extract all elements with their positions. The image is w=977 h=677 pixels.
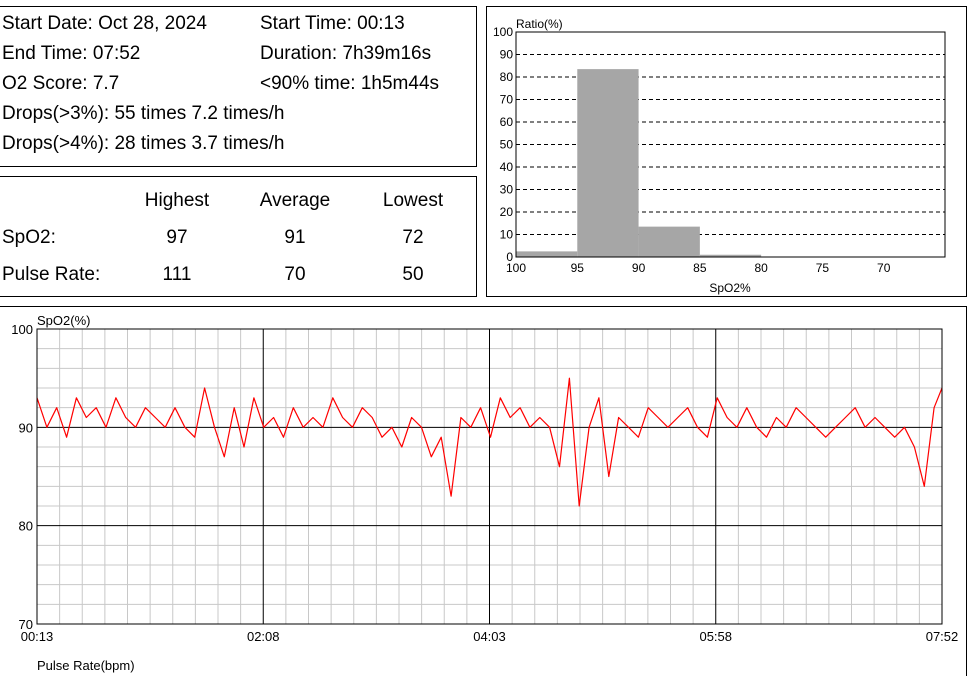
hist-x-tick: 80 bbox=[754, 261, 768, 275]
hist-y-tick: 10 bbox=[500, 228, 514, 242]
pulse-rate-label: Pulse Rate(bpm) bbox=[37, 658, 135, 673]
trend-y-tick: 100 bbox=[11, 322, 33, 337]
trend-x-tick: 07:52 bbox=[926, 629, 959, 644]
hist-x-label: SpO2% bbox=[709, 281, 751, 295]
row-spo2-label: SpO2: bbox=[2, 227, 56, 248]
header-lowest: Lowest bbox=[382, 190, 444, 211]
hist-y-tick: 0 bbox=[506, 250, 513, 264]
trend-y-tick: 70 bbox=[19, 617, 33, 632]
histogram-panel: 100 90 80 70 60 50 40 30 20 10 0 100 95 90 85 80 75 70 Rat… bbox=[486, 6, 967, 297]
trend-x-tick: 04:03 bbox=[473, 629, 506, 644]
hist-y-tick: 40 bbox=[500, 160, 514, 174]
trend-y-label: SpO2(%) bbox=[37, 313, 90, 328]
drops-4-percent: Drops(>4%): 28 times 3.7 times/h bbox=[2, 133, 285, 154]
spo2-lowest: 72 bbox=[402, 227, 424, 248]
hist-y-tick: 90 bbox=[500, 48, 514, 62]
spo2-highest: 97 bbox=[166, 227, 188, 248]
trend-x-tick: 00:13 bbox=[21, 629, 54, 644]
trend-series-line bbox=[36, 377, 943, 507]
hist-y-tick: 60 bbox=[500, 115, 514, 129]
trend-x-tick: 02:08 bbox=[247, 629, 280, 644]
hist-y-tick: 20 bbox=[500, 205, 514, 219]
start-time: Start Time: 00:13 bbox=[260, 13, 405, 34]
hist-x-tick: 85 bbox=[693, 261, 707, 275]
trend-plot-frame bbox=[36, 328, 943, 625]
end-time: End Time: 07:52 bbox=[2, 43, 141, 64]
trend-y-tick: 80 bbox=[19, 519, 33, 534]
o2-score: O2 Score: 7.7 bbox=[2, 73, 120, 94]
drops-3-percent: Drops(>3%): 55 times 7.2 times/h bbox=[2, 103, 285, 124]
hist-y-tick: 30 bbox=[500, 183, 514, 197]
trend-x-tick: 05:58 bbox=[699, 629, 732, 644]
below-90-time: <90% time: 1h5m44s bbox=[260, 73, 440, 94]
pulse-highest: 111 bbox=[162, 264, 192, 285]
trend-panel: 100 90 80 70 00:13 02:08 04:03 05:58 07:52 SpO2(%… bbox=[0, 306, 967, 676]
hist-y-tick: 80 bbox=[500, 70, 514, 84]
hist-bar bbox=[577, 69, 639, 257]
hist-x-tick: 70 bbox=[877, 261, 891, 275]
hist-y-tick: 50 bbox=[500, 138, 514, 152]
hist-bar bbox=[638, 226, 700, 257]
hist-x-tick: 100 bbox=[506, 261, 526, 275]
row-pulse-label: Pulse Rate: bbox=[2, 264, 101, 285]
trend-y-tick: 90 bbox=[19, 420, 33, 435]
duration: Duration: 7h39m16s bbox=[260, 43, 432, 64]
pulse-lowest: 50 bbox=[402, 264, 424, 285]
stats-table: Highest Average Lowest SpO2: 97 91 72 Pu… bbox=[0, 176, 477, 297]
hist-y-tick: 70 bbox=[500, 93, 514, 107]
summary-panel: Start Date: Oct 28, 2024 Start Time: 00:… bbox=[0, 6, 477, 167]
hist-x-tick: 75 bbox=[816, 261, 830, 275]
hist-bar bbox=[699, 254, 762, 257]
header-highest: Highest bbox=[144, 190, 210, 211]
hist-y-tick: 100 bbox=[493, 25, 513, 39]
hist-y-label: Ratio(%) bbox=[516, 17, 563, 31]
hist-plot-frame bbox=[515, 31, 946, 258]
start-date: Start Date: Oct 28, 2024 bbox=[2, 13, 207, 34]
hist-x-tick: 90 bbox=[632, 261, 646, 275]
hist-bar bbox=[516, 251, 578, 257]
spo2-average: 91 bbox=[284, 227, 306, 248]
header-average: Average bbox=[259, 190, 331, 211]
hist-x-tick: 95 bbox=[571, 261, 585, 275]
pulse-average: 70 bbox=[284, 264, 306, 285]
